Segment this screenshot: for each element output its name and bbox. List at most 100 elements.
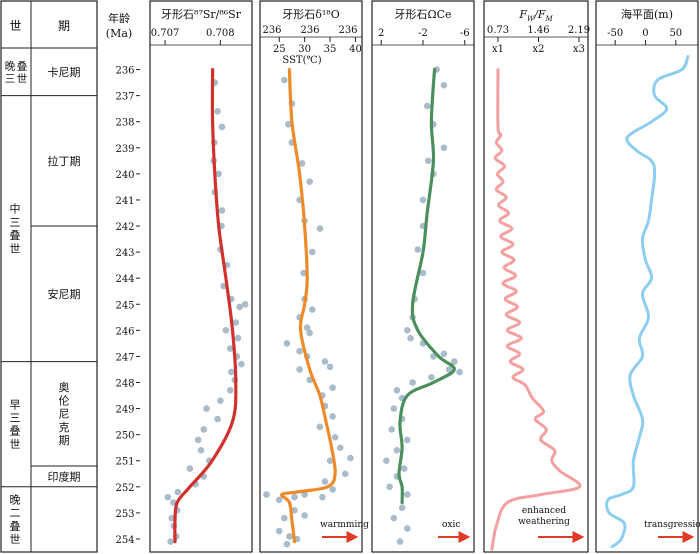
age-tick-label: 237 xyxy=(115,92,134,103)
data-point xyxy=(336,444,344,452)
annotation: enhanced xyxy=(522,506,566,516)
panel-frame xyxy=(149,0,253,553)
data-point xyxy=(326,457,334,465)
data-point xyxy=(404,327,411,334)
data-point xyxy=(326,363,334,371)
x-tick-label-top: 2.19 xyxy=(568,25,590,36)
age-tick-label: 239 xyxy=(115,144,134,155)
age-tick-label: 251 xyxy=(115,457,134,468)
data-point xyxy=(228,368,235,376)
data-point xyxy=(200,426,208,433)
data-point xyxy=(218,207,226,214)
data-point xyxy=(168,514,175,522)
data-point xyxy=(309,306,316,313)
age-tick-label: 252 xyxy=(115,483,134,494)
sst-axis-label: SST(℃) xyxy=(282,55,321,66)
stage-label: 安尼期 xyxy=(48,287,81,301)
data-point xyxy=(388,426,396,433)
epoch-header: 世 xyxy=(9,19,21,33)
data-point xyxy=(174,488,182,496)
data-point xyxy=(404,525,411,532)
age-unit: (Ma) xyxy=(106,27,132,40)
panel-title: 海平面(m) xyxy=(621,7,673,21)
data-point xyxy=(301,512,308,519)
data-point xyxy=(218,123,226,131)
data-point xyxy=(386,483,393,491)
annotation: warmming xyxy=(320,520,369,530)
data-point xyxy=(283,540,291,548)
data-point xyxy=(331,434,339,441)
trend-line xyxy=(397,68,456,505)
panel-frame xyxy=(595,0,699,553)
age-tick-label: 245 xyxy=(115,300,134,311)
data-point xyxy=(329,384,336,392)
stage-label: 印度期 xyxy=(48,469,81,483)
data-point xyxy=(316,225,324,232)
x-tick-label-top: 0.73 xyxy=(487,25,509,36)
age-tick-label: 240 xyxy=(115,170,134,181)
x-tick-label: -6 xyxy=(460,28,470,39)
age-tick-label: 248 xyxy=(115,378,134,389)
panel-frame xyxy=(259,0,363,553)
data-point xyxy=(167,538,174,545)
data-point xyxy=(445,366,453,373)
data-point xyxy=(423,102,431,110)
age-tick-label: 247 xyxy=(115,352,134,363)
data-point xyxy=(342,470,349,478)
data-point xyxy=(275,527,283,535)
x-tick-label-bottom: x2 xyxy=(532,44,544,55)
data-point xyxy=(383,457,390,465)
panel-1: 牙形石⁸⁷Sr/⁸⁶Sr 0.707 0.708 xyxy=(149,0,253,553)
annotation: transgression xyxy=(644,520,700,530)
data-point xyxy=(236,303,243,311)
data-point xyxy=(398,504,406,512)
data-point xyxy=(296,366,303,373)
age-tick-label: 254 xyxy=(115,535,134,546)
annotation: oxic xyxy=(442,520,460,530)
data-point xyxy=(215,170,222,178)
panel-title: 牙形石⁸⁷Sr/⁸⁶Sr xyxy=(161,8,242,21)
epoch-label: 晚二叠世 xyxy=(10,494,21,547)
x-tick-label-bottom: 30 xyxy=(298,44,311,55)
stage-label: 奥伦尼克期 xyxy=(59,380,70,447)
data-point xyxy=(440,144,448,152)
age-tick-label: 244 xyxy=(115,274,134,285)
x-tick-label-bottom: 25 xyxy=(273,44,286,55)
stage-label: 卡尼期 xyxy=(48,66,81,79)
data-point xyxy=(414,246,422,253)
data-point xyxy=(390,405,398,412)
age-tick-label: 243 xyxy=(115,248,134,259)
data-point xyxy=(186,465,194,472)
data-point xyxy=(319,493,326,501)
age-tick-label: 250 xyxy=(115,431,134,442)
data-point xyxy=(285,121,292,128)
x-tick-label: 0.707 xyxy=(151,28,180,39)
panel-title: 牙形石ΩCe xyxy=(394,8,451,21)
panel-frame xyxy=(483,0,589,553)
data-point xyxy=(241,301,249,308)
age-tick-label: 236 xyxy=(115,66,134,77)
data-point xyxy=(214,108,221,115)
data-point xyxy=(281,76,288,84)
data-point xyxy=(407,334,414,342)
epoch-label: 叠世 xyxy=(17,61,28,86)
annotation: weathering xyxy=(518,517,570,527)
data-point xyxy=(217,397,224,405)
x-tick-label: 0.708 xyxy=(206,28,235,39)
x-tick-label-top: 1.46 xyxy=(527,25,549,36)
data-point xyxy=(316,423,324,431)
data-point xyxy=(451,358,458,365)
age-tick-label: 241 xyxy=(115,196,134,207)
data-point xyxy=(222,327,230,334)
data-point xyxy=(321,358,329,365)
epoch-label: 早三叠世 xyxy=(10,398,21,451)
panel-4: FW/FM 0.73 x1 1.46 x2 2.19 x3 enhancedweatherin… xyxy=(483,0,590,553)
data-point xyxy=(424,157,432,165)
data-point xyxy=(393,447,401,454)
age-header: 年龄 xyxy=(108,11,130,25)
data-point xyxy=(301,491,308,498)
